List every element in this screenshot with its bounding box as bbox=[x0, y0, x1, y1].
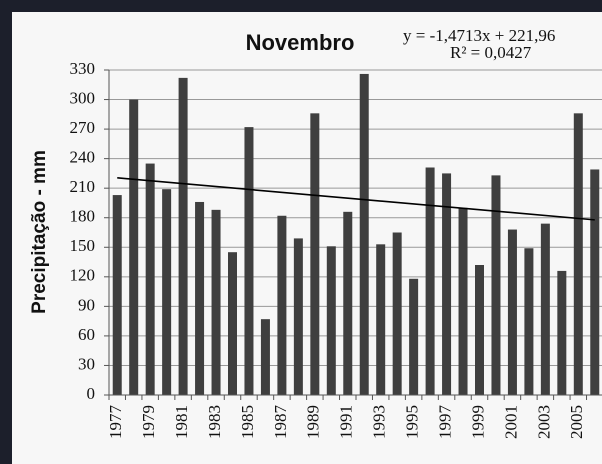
x-tick-label: 1977 bbox=[106, 405, 125, 440]
x-tick-label: 2003 bbox=[534, 405, 553, 439]
y-axis-label: Precipitação - mm bbox=[29, 150, 50, 314]
x-tick-label: 1995 bbox=[403, 405, 422, 439]
trend-r2: R² = 0,0427 bbox=[450, 43, 532, 62]
x-tick-label: 1993 bbox=[370, 405, 389, 439]
bar bbox=[293, 238, 303, 395]
y-tick-label: 120 bbox=[70, 266, 96, 285]
bar bbox=[557, 270, 567, 395]
x-tick-label: 1983 bbox=[205, 405, 224, 439]
bar bbox=[343, 211, 353, 395]
bar bbox=[145, 163, 155, 395]
bar bbox=[244, 127, 254, 395]
trend-equation: y = -1,4713x + 221,96 bbox=[403, 26, 555, 45]
x-tick-label: 1999 bbox=[468, 405, 487, 439]
y-tick-label: 270 bbox=[70, 118, 96, 137]
x-tick-label: 1985 bbox=[238, 405, 257, 439]
bar bbox=[507, 229, 517, 395]
x-tick-label: 1981 bbox=[172, 405, 191, 439]
bar bbox=[326, 246, 336, 395]
x-tick-label: 1979 bbox=[139, 405, 158, 439]
y-tick-label: 300 bbox=[70, 88, 96, 107]
y-tick-label: 90 bbox=[78, 295, 95, 314]
y-tick-label: 330 bbox=[70, 59, 96, 78]
x-tick-label: 2005 bbox=[567, 405, 586, 439]
bar bbox=[590, 169, 600, 395]
bar bbox=[228, 252, 237, 395]
bar bbox=[573, 113, 583, 395]
bar bbox=[409, 278, 419, 395]
chart-title: Novembro bbox=[246, 30, 355, 55]
bar bbox=[162, 189, 172, 395]
bar bbox=[260, 319, 270, 395]
bar bbox=[277, 215, 287, 395]
bar bbox=[178, 77, 188, 395]
bar bbox=[211, 209, 221, 395]
bar bbox=[129, 99, 139, 395]
chart-panel bbox=[12, 12, 602, 464]
bar bbox=[524, 248, 534, 395]
bar bbox=[376, 244, 386, 395]
bar bbox=[540, 223, 550, 395]
y-tick-label: 0 bbox=[87, 384, 96, 403]
bar bbox=[425, 167, 435, 395]
bar bbox=[112, 195, 122, 395]
y-tick-label: 210 bbox=[70, 177, 96, 196]
y-tick-label: 30 bbox=[78, 354, 95, 373]
y-tick-label: 150 bbox=[70, 236, 96, 255]
bar bbox=[310, 113, 320, 395]
y-tick-label: 60 bbox=[78, 325, 95, 344]
x-tick-label: 1991 bbox=[337, 405, 356, 439]
bar bbox=[359, 73, 369, 395]
bar bbox=[442, 173, 452, 395]
trendline bbox=[117, 177, 595, 221]
y-tick-label: 240 bbox=[70, 148, 96, 167]
y-tick-label: 180 bbox=[70, 207, 96, 226]
bar bbox=[475, 265, 484, 395]
bar bbox=[491, 175, 501, 395]
bar bbox=[195, 201, 205, 395]
x-tick-label: 1989 bbox=[304, 405, 323, 439]
x-tick-label: 2001 bbox=[501, 405, 520, 439]
bar bbox=[458, 207, 468, 395]
x-tick-label: 1987 bbox=[271, 405, 290, 440]
bar bbox=[392, 232, 402, 395]
x-tick-label: 1997 bbox=[435, 405, 454, 440]
